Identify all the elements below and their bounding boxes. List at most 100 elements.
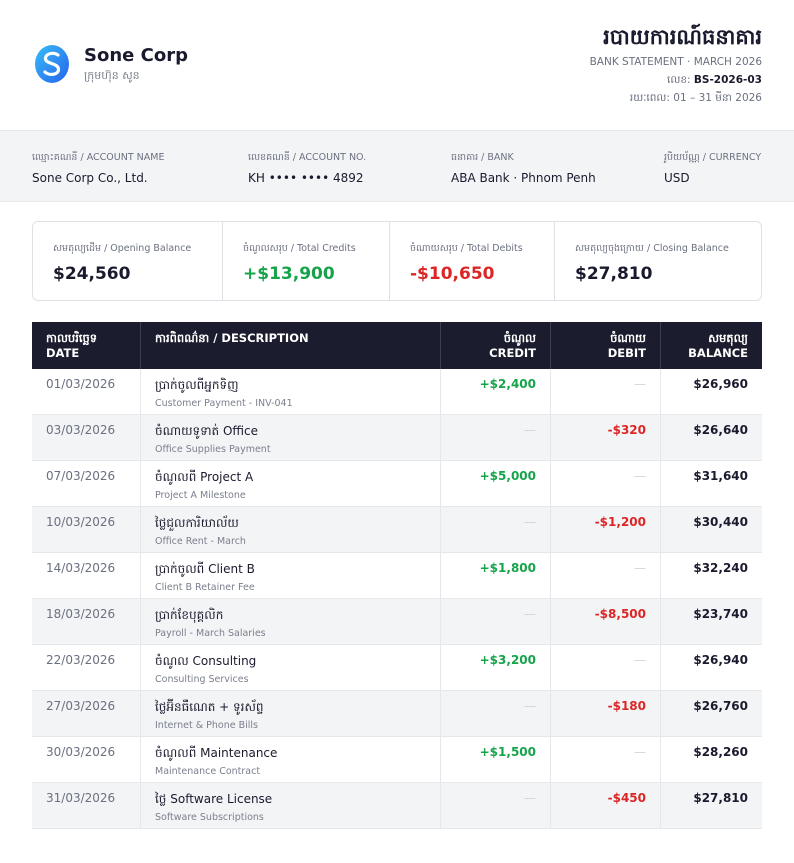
document-title: របាយការណ៍ធនាគារ bbox=[603, 24, 762, 49]
description-khmer: ចំណូលពី Project A bbox=[155, 470, 254, 484]
table-body: 01/03/2026 ប្រាក់ចូលពីអ្នកទិញ Customer Pay… bbox=[32, 369, 762, 829]
description-khmer: ចំណាយទូទាត់ Office bbox=[155, 424, 259, 438]
balance-column-header: សមតុល្យ BALANCE bbox=[661, 322, 762, 369]
credit-amount: — bbox=[441, 599, 551, 644]
description-english: Internet & Phone Bills bbox=[155, 720, 259, 731]
debit-amount: — bbox=[551, 461, 661, 506]
company-name-khmer: ក្រុមហ៊ុន សូន bbox=[84, 69, 140, 82]
account-name-value: Sone Corp Co., Ltd. bbox=[32, 171, 148, 185]
transaction-date: 18/03/2026 bbox=[32, 599, 141, 644]
description-column-header: ការពិពណ៌នា / DESCRIPTION bbox=[141, 322, 441, 369]
total-debits-value: -$10,650 bbox=[410, 264, 495, 284]
account-info-band: ឈ្មោះគណនី / ACCOUNT NAME Sone Corp Co., … bbox=[0, 130, 794, 202]
description-english: Office Supplies Payment bbox=[155, 444, 271, 455]
balance-header-english: BALANCE bbox=[688, 346, 748, 360]
description-khmer: ថ្លៃជួលការិយាល័យ bbox=[155, 516, 239, 530]
total-debits-card: ចំណាយសរុប / Total Debits -$10,650 bbox=[390, 222, 555, 300]
document-subtitle: BANK STATEMENT · MARCH 2026 bbox=[589, 56, 762, 68]
running-balance: $26,960 bbox=[693, 377, 748, 391]
credit-column-header: ចំណូល CREDIT bbox=[441, 322, 551, 369]
table-row: 10/03/2026 ថ្លៃជួលការិយាល័យ Office Rent - … bbox=[32, 507, 762, 553]
description-english: Software Subscriptions bbox=[155, 812, 264, 823]
table-row: 07/03/2026 ចំណូលពី Project A Project A Mil… bbox=[32, 461, 762, 507]
description-khmer: ប្រាក់ចូលពី Client B bbox=[155, 562, 255, 576]
closing-balance-value: $27,810 bbox=[575, 264, 653, 284]
debit-amount: -$180 bbox=[551, 691, 661, 736]
transaction-description: ចំណូល Consulting Consulting Services bbox=[141, 645, 441, 690]
account-number-field: លេខគណនី / ACCOUNT NO. KH •••• •••• 4892 bbox=[248, 151, 366, 185]
total-debits-label: ចំណាយសរុប / Total Debits bbox=[410, 243, 523, 254]
credit-amount: +$1,800 bbox=[441, 553, 551, 598]
transaction-date: 01/03/2026 bbox=[32, 369, 141, 414]
debit-amount: -$320 bbox=[551, 415, 661, 460]
transaction-description: ប្រាក់ចូលពីអ្នកទិញ Customer Payment - INV… bbox=[141, 369, 441, 414]
transaction-description: ចំណូលពី Maintenance Maintenance Contract bbox=[141, 737, 441, 782]
running-balance: $32,240 bbox=[693, 561, 748, 575]
description-english: Payroll - March Salaries bbox=[155, 628, 266, 639]
date-header-english: DATE bbox=[46, 346, 80, 360]
transaction-description: ប្រាក់ខែបុគ្គលិក Payroll - March Salaries bbox=[141, 599, 441, 644]
credit-amount: +$2,400 bbox=[441, 369, 551, 414]
description-khmer: ចំណូល Consulting bbox=[155, 654, 257, 668]
credit-amount: +$5,000 bbox=[441, 461, 551, 506]
bank-label: ធនាគារ / BANK bbox=[451, 152, 514, 163]
description-khmer: ថ្លៃ Software License bbox=[155, 792, 273, 806]
running-balance: $26,940 bbox=[693, 653, 748, 667]
credit-header-english: CREDIT bbox=[489, 346, 536, 360]
table-header: កាលបរិច្ឆេទ DATE ការពិពណ៌នា / DESCRIPTIO… bbox=[32, 322, 762, 369]
credit-amount: +$1,500 bbox=[441, 737, 551, 782]
account-number-value: KH •••• •••• 4892 bbox=[248, 171, 364, 185]
description-khmer: ចំណូលពី Maintenance bbox=[155, 746, 278, 760]
debit-amount: — bbox=[551, 737, 661, 782]
transaction-date: 31/03/2026 bbox=[32, 783, 141, 828]
running-balance: $27,810 bbox=[693, 791, 748, 805]
transaction-description: ថ្លៃអ៊ីនធឺណេត + ទូរស័ព្ទ Internet & Phone… bbox=[141, 691, 441, 736]
table-row: 27/03/2026 ថ្លៃអ៊ីនធឺណេត + ទូរស័ព្ទ Intern… bbox=[32, 691, 762, 737]
transaction-date: 22/03/2026 bbox=[32, 645, 141, 690]
table-row: 03/03/2026 ចំណាយទូទាត់ Office Office Suppl… bbox=[32, 415, 762, 461]
debit-amount: -$8,500 bbox=[551, 599, 661, 644]
sone-logo-icon bbox=[35, 45, 69, 83]
description-khmer: ប្រាក់ខែបុគ្គលិក bbox=[155, 608, 224, 622]
description-khmer: ប្រាក់ចូលពីអ្នកទិញ bbox=[155, 378, 239, 392]
credit-amount: +$3,200 bbox=[441, 645, 551, 690]
running-balance: $28,260 bbox=[693, 745, 748, 759]
debit-header-khmer: ចំណាយ bbox=[610, 331, 646, 345]
transaction-description: ថ្លៃជួលការិយាល័យ Office Rent - March bbox=[141, 507, 441, 552]
credit-amount: — bbox=[441, 415, 551, 460]
date-header-khmer: កាលបរិច្ឆេទ bbox=[46, 331, 98, 345]
table-row: 14/03/2026 ប្រាក់ចូលពី Client B Client B R… bbox=[32, 553, 762, 599]
closing-balance-label: សមតុល្យចុងក្រោយ / Closing Balance bbox=[575, 243, 729, 254]
debit-amount: — bbox=[551, 645, 661, 690]
debit-header-english: DEBIT bbox=[607, 346, 646, 360]
running-balance: $26,760 bbox=[693, 699, 748, 713]
debit-amount: — bbox=[551, 369, 661, 414]
description-english: Project A Milestone bbox=[155, 490, 246, 501]
credit-amount: — bbox=[441, 783, 551, 828]
credit-header-khmer: ចំណូល bbox=[503, 331, 536, 345]
transaction-description: ចំណូលពី Project A Project A Milestone bbox=[141, 461, 441, 506]
transaction-date: 27/03/2026 bbox=[32, 691, 141, 736]
company-name: Sone Corp bbox=[84, 45, 188, 66]
date-column-header: កាលបរិច្ឆេទ DATE bbox=[32, 322, 141, 369]
running-balance: $26,640 bbox=[693, 423, 748, 437]
total-credits-card: ចំណូលសរុប / Total Credits +$13,900 bbox=[223, 222, 390, 300]
description-khmer: ថ្លៃអ៊ីនធឺណេត + ទូរស័ព្ទ bbox=[155, 700, 264, 714]
debit-amount: — bbox=[551, 553, 661, 598]
reference-number: BS-2026-03 bbox=[693, 74, 762, 86]
statement-period: រយៈពេល: 01 – 31 មីនា 2026 bbox=[629, 92, 762, 104]
running-balance: $23,740 bbox=[693, 607, 748, 621]
debit-amount: -$1,200 bbox=[551, 507, 661, 552]
bank-value: ABA Bank · Phnom Penh bbox=[451, 171, 596, 185]
account-name-field: ឈ្មោះគណនី / ACCOUNT NAME Sone Corp Co., … bbox=[32, 151, 164, 185]
closing-balance-card: សមតុល្យចុងក្រោយ / Closing Balance $27,81… bbox=[555, 222, 761, 300]
description-english: Consulting Services bbox=[155, 674, 249, 685]
debit-amount: -$450 bbox=[551, 783, 661, 828]
currency-field: រូបិយប័ណ្ណ / CURRENCY USD bbox=[664, 151, 761, 185]
running-balance: $30,440 bbox=[693, 515, 748, 529]
account-number-label: លេខគណនី / ACCOUNT NO. bbox=[248, 152, 367, 163]
transaction-date: 10/03/2026 bbox=[32, 507, 141, 552]
reference-label: លេខ: bbox=[666, 74, 691, 86]
table-row: 31/03/2026 ថ្លៃ Software License Software … bbox=[32, 783, 762, 829]
transaction-date: 14/03/2026 bbox=[32, 553, 141, 598]
